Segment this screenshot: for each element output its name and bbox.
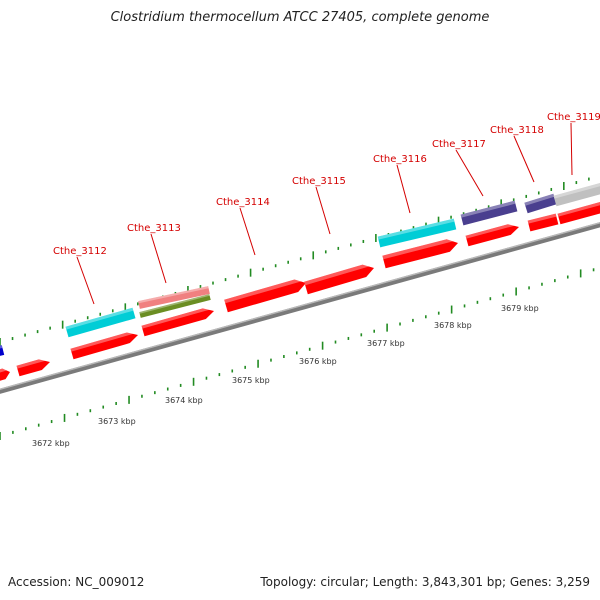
gene-body: [382, 239, 458, 269]
kbp-label: 3673 kbp: [98, 417, 136, 426]
accession-text: Accession: NC_009012: [8, 575, 145, 589]
gene-feature: [138, 286, 210, 309]
gene-body: [460, 200, 518, 226]
gene-feature: [0, 345, 5, 357]
gene-feature: [465, 221, 519, 247]
gene-body: [0, 368, 11, 384]
gene-label-leader: [239, 207, 256, 256]
gene-shine: [139, 294, 210, 314]
gene-shine: [553, 180, 600, 199]
gene-feature: [0, 366, 11, 384]
gene-feature: [224, 276, 307, 313]
gene-label: Cthe_3115: [292, 176, 346, 187]
gene-label-leader: [150, 233, 167, 284]
gene-label: Cthe_3114: [216, 197, 270, 208]
gene-shine: [304, 261, 374, 286]
gene-body: [557, 199, 600, 225]
gene-feature: [524, 193, 557, 214]
gene-shine: [65, 307, 134, 330]
gene-shine: [224, 276, 306, 304]
gene-shine: [70, 329, 138, 352]
genome-backbone: [0, 222, 600, 394]
gene-body: [139, 294, 211, 318]
gene-label-leader: [455, 149, 484, 197]
gene-body: [527, 213, 559, 232]
gene-feature: [16, 356, 50, 377]
gene-feature: [382, 236, 458, 269]
gene-label: Cthe_3117: [432, 139, 486, 150]
gene-shine: [138, 286, 209, 304]
gene-feature: [557, 199, 600, 225]
gene-label-leader: [513, 135, 535, 183]
gene-shine: [527, 213, 557, 224]
gene-label: Cthe_3118: [490, 125, 544, 136]
gene-label: Cthe_3116: [373, 154, 427, 165]
gene-feature: [377, 218, 457, 248]
gene-feature: [65, 307, 136, 338]
dotted-tick-tracks: [0, 177, 595, 440]
gene-label: Cthe_3119: [547, 112, 600, 123]
gene-label-leader: [76, 256, 95, 305]
gene-label-leader: [570, 122, 573, 176]
gene-label-leader: [396, 164, 411, 214]
gene-label-leader: [315, 186, 331, 235]
kbp-label: 3679 kbp: [501, 304, 539, 313]
gene-labels: Cthe_3112 Cthe_3113 Cthe_3114 Cthe_3115 Cthe…: [53, 112, 600, 305]
kbp-label: 3678 kbp: [434, 321, 472, 330]
gene-feature: [553, 180, 600, 207]
gene-body: [304, 264, 374, 295]
gene-shine: [465, 221, 519, 239]
gene-features: [0, 180, 600, 384]
gene-feature: [139, 294, 211, 318]
gene-body: [377, 218, 457, 248]
gene-feature: [460, 200, 518, 226]
gene-label: Cthe_3113: [127, 223, 181, 234]
gene-body: [465, 224, 519, 247]
gene-feature: [70, 329, 139, 360]
gene-shine: [460, 200, 516, 218]
gene-body: [141, 308, 215, 337]
gene-shine: [141, 305, 214, 329]
gene-body: [138, 286, 210, 309]
gene-feature: [527, 213, 559, 232]
gene-shine: [0, 366, 10, 376]
gene-shine: [16, 356, 50, 369]
gene-body: [553, 180, 600, 207]
kbp-scale-labels: 3672 kbp 3673 kbp 3674 kbp 3675 kbp 3676 kbp…: [32, 304, 539, 448]
genome-backbone-highlight: [0, 221, 600, 391]
map-title: Clostridium thermocellum ATCC 27405, com…: [110, 10, 490, 25]
genome-summary-text: Topology: circular; Length: 3,843,301 bp…: [260, 575, 590, 589]
gene-body: [224, 279, 307, 313]
gene-shine: [382, 236, 458, 260]
gene-body: [16, 359, 50, 377]
gene-body: [70, 332, 139, 360]
gene-shine: [524, 193, 555, 206]
gene-shine: [557, 199, 600, 217]
kbp-label: 3672 kbp: [32, 439, 70, 448]
gene-body: [524, 193, 557, 214]
gene-shine: [0, 345, 3, 350]
gene-body: [65, 307, 136, 338]
gene-label: Cthe_3112: [53, 246, 107, 257]
gene-feature: [304, 261, 374, 295]
kbp-label: 3674 kbp: [165, 396, 203, 405]
gene-feature: [141, 305, 215, 337]
kbp-label: 3675 kbp: [232, 376, 270, 385]
kbp-label: 3676 kbp: [299, 357, 337, 366]
kbp-label: 3677 kbp: [367, 339, 405, 348]
gene-body: [0, 345, 5, 357]
gene-shine: [377, 218, 455, 240]
